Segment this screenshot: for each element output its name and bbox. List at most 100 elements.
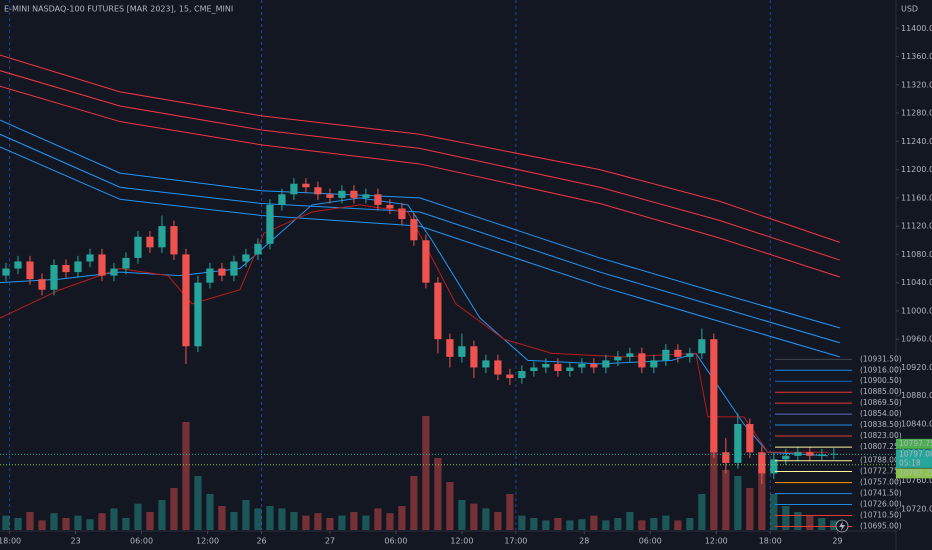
candle-body <box>218 268 226 276</box>
candle-body <box>98 254 106 276</box>
candle-body <box>554 363 562 371</box>
candle-body <box>662 349 670 361</box>
y-tick-label: 11400.00 <box>901 24 932 33</box>
candle-body <box>182 254 190 347</box>
level-label: (10772.75) <box>860 467 902 476</box>
candle-body <box>734 424 742 463</box>
volume-bar <box>674 520 682 530</box>
indicator-line <box>0 146 840 358</box>
indicator-line <box>0 54 840 243</box>
volume-bar <box>26 512 34 530</box>
volume-bar <box>722 470 730 530</box>
volume-bar <box>710 446 718 530</box>
x-tick-label: 18:00 <box>759 537 782 546</box>
candle-body <box>134 236 142 258</box>
y-tick-label: 11240.00 <box>901 137 932 146</box>
volume-bar <box>14 518 22 530</box>
level-label: (10823.00) <box>860 431 902 440</box>
volume-bar <box>134 503 142 530</box>
volume-bar <box>50 513 58 530</box>
volume-bar <box>494 512 502 530</box>
volume-bar <box>806 515 814 530</box>
volume-bar <box>434 458 442 530</box>
volume-bar <box>338 515 346 530</box>
level-label: (10726.00) <box>860 500 902 509</box>
volume-bar <box>446 482 454 530</box>
indicator-line <box>0 70 840 261</box>
candle-body <box>266 204 274 244</box>
price-badge-label: 10782.25 <box>899 468 932 477</box>
level-label: (10757.00) <box>860 478 902 487</box>
volume-bar <box>662 515 670 530</box>
candle-body <box>746 424 754 453</box>
y-tick-label: 10760.00 <box>901 476 932 485</box>
level-label: (10931.50) <box>860 354 902 363</box>
candle-body <box>458 346 466 357</box>
candle-body <box>698 339 706 354</box>
candle-body <box>158 226 166 248</box>
lightning-icon[interactable] <box>835 519 849 533</box>
y-tick-label: 11120.00 <box>901 222 932 231</box>
candle-body <box>626 353 634 357</box>
y-tick-label: 11320.00 <box>901 80 932 89</box>
candle-body <box>110 268 118 276</box>
y-tick-label: 11200.00 <box>901 165 932 174</box>
candle-body <box>230 261 238 276</box>
volume-bar <box>746 488 754 530</box>
candle-body <box>26 261 34 280</box>
candle-body <box>758 452 766 474</box>
countdown: 05:18 <box>899 458 921 467</box>
x-tick-label: 23 <box>70 537 80 546</box>
volume-bar <box>278 508 286 530</box>
candle-body <box>386 204 394 209</box>
candle-body <box>686 353 694 357</box>
y-tick-label: 11360.00 <box>901 52 932 61</box>
volume-bar <box>542 520 550 530</box>
price-badge-label: 10797.75 <box>899 439 932 448</box>
indicator-line <box>0 197 828 457</box>
y-tick-label: 11000.00 <box>901 306 932 315</box>
chart-title: E-MINI NASDAQ-100 FUTURES [MAR 2023], 15… <box>4 5 233 14</box>
level-label: (10916.00) <box>860 365 902 374</box>
candle-body <box>242 254 250 262</box>
candle-body <box>542 363 550 368</box>
volume-bar <box>170 488 178 530</box>
volume-bar <box>578 519 586 530</box>
x-tick-label: 06:00 <box>639 537 662 546</box>
x-tick-label: 12:00 <box>196 537 219 546</box>
candle-body <box>770 459 778 474</box>
candle-body <box>86 254 94 262</box>
candle-body <box>650 360 658 368</box>
candle-body <box>638 353 646 368</box>
y-tick-label: 11160.00 <box>901 193 932 202</box>
level-label: (10885.00) <box>860 387 902 396</box>
candle-body <box>590 363 598 368</box>
volume-bar <box>218 506 226 530</box>
volume-bar <box>638 520 646 530</box>
volume-bar <box>74 515 82 530</box>
y-tick-label: 10920.00 <box>901 363 932 372</box>
candle-body <box>38 279 46 290</box>
y-tick-label: 10960.00 <box>901 335 932 344</box>
volume-bar <box>518 515 526 530</box>
indicator-line <box>0 85 840 278</box>
volume-bar <box>398 506 406 530</box>
volume-bar <box>386 513 394 530</box>
volume-bar <box>182 422 190 530</box>
volume-bar <box>626 512 634 530</box>
volume-bar <box>290 512 298 530</box>
volume-bar <box>86 519 94 530</box>
candle-body <box>794 452 802 456</box>
candle-body <box>710 339 718 453</box>
volume-bar <box>794 512 802 530</box>
candle-body <box>614 356 622 361</box>
volume-bar <box>206 494 214 530</box>
x-tick-label: 28 <box>579 537 589 546</box>
icon-bolt[interactable] <box>839 521 845 531</box>
candle-body <box>602 360 610 368</box>
volume-bar <box>602 520 610 530</box>
volume-bar <box>62 518 70 530</box>
candle-body <box>518 371 526 379</box>
price-badge <box>896 449 932 460</box>
volume-bar <box>554 518 562 530</box>
